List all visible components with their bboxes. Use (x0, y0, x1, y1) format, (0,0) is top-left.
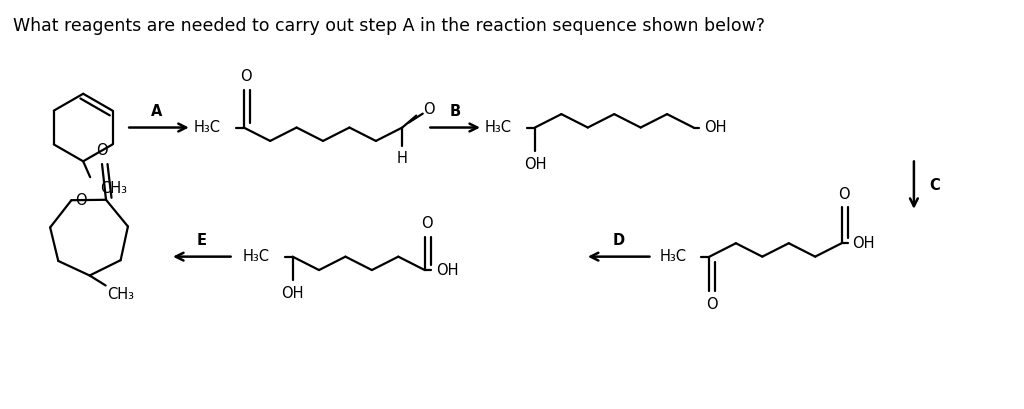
Text: B: B (450, 104, 461, 119)
Text: O: O (838, 187, 850, 202)
Text: E: E (197, 233, 207, 248)
Text: What reagents are needed to carry out step A in the reaction sequence shown belo: What reagents are needed to carry out st… (13, 17, 765, 35)
Text: O: O (76, 193, 87, 208)
Text: OH: OH (435, 263, 458, 278)
Text: CH₃: CH₃ (108, 288, 134, 302)
Text: O: O (240, 69, 252, 84)
Text: H₃C: H₃C (243, 249, 269, 264)
Text: O: O (96, 143, 108, 158)
Text: H: H (397, 151, 408, 166)
Text: CH₃: CH₃ (100, 181, 127, 196)
Text: C: C (929, 178, 940, 193)
Text: O: O (706, 297, 717, 312)
Text: H₃C: H₃C (659, 249, 687, 264)
Text: OH: OH (705, 120, 727, 135)
Text: OH: OH (282, 286, 304, 301)
Text: D: D (612, 233, 625, 248)
Text: H₃C: H₃C (194, 120, 221, 135)
Text: A: A (152, 104, 163, 119)
Text: OH: OH (523, 157, 546, 172)
Text: O: O (421, 216, 432, 231)
Text: OH: OH (853, 236, 876, 251)
Text: H₃C: H₃C (485, 120, 512, 135)
Text: O: O (423, 102, 435, 117)
